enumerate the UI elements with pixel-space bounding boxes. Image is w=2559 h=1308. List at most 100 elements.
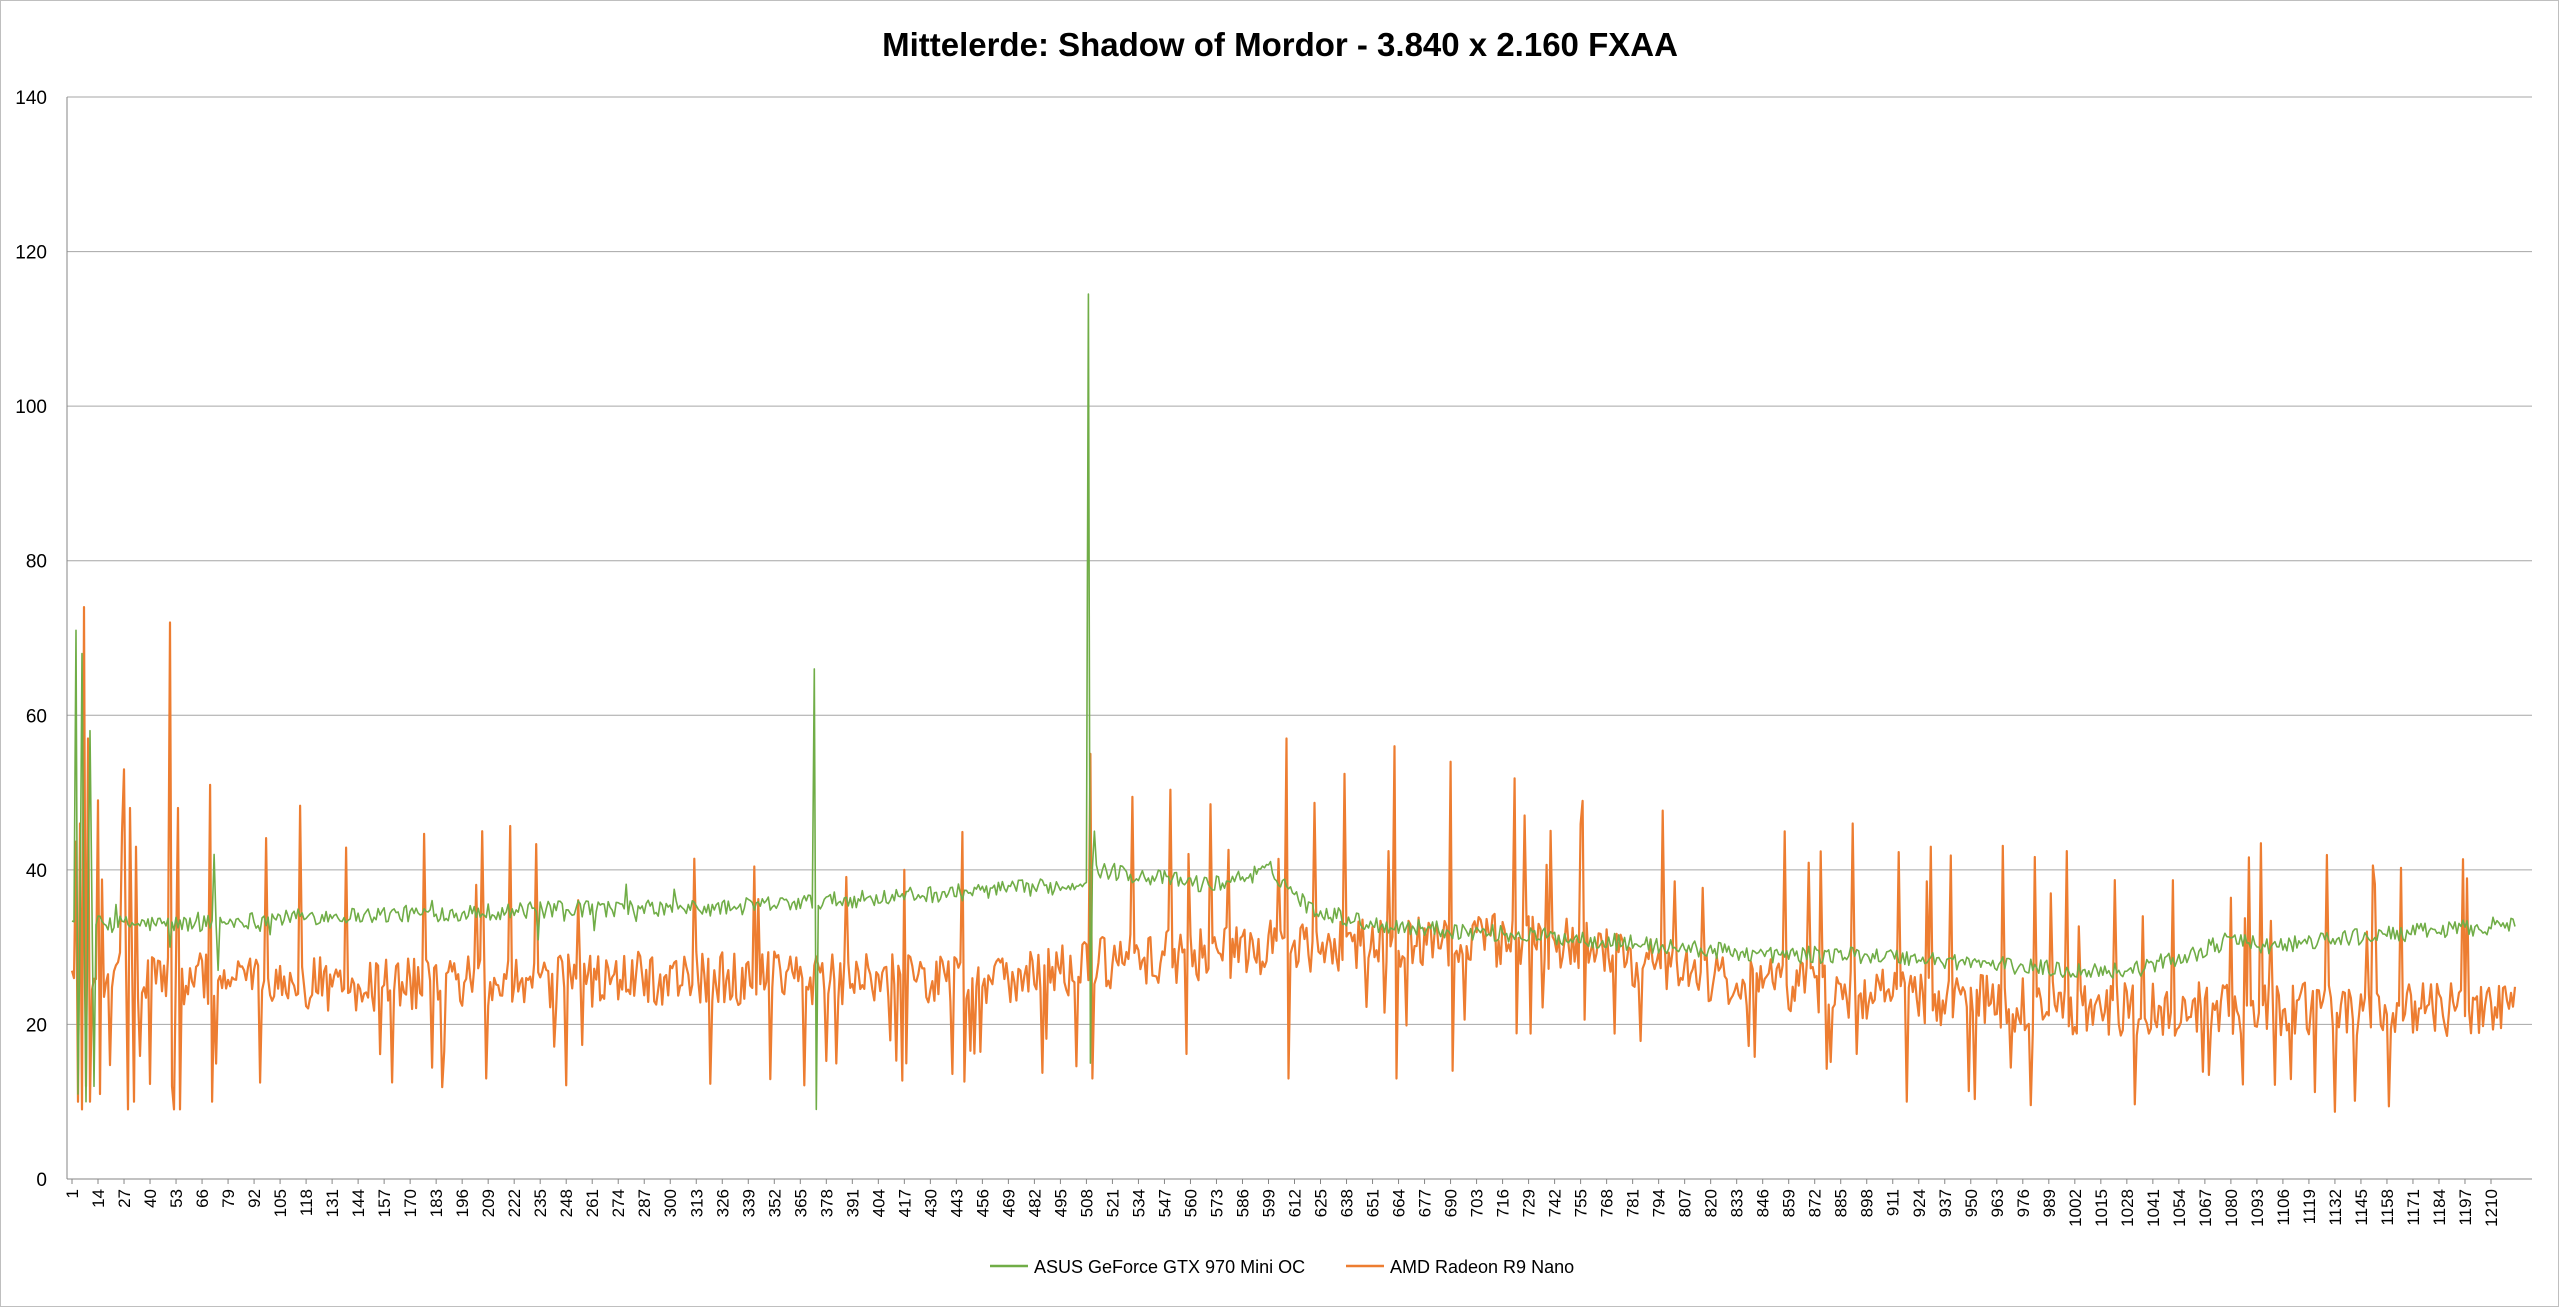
x-tick-label: 456 — [973, 1189, 992, 1217]
x-tick-label: 365 — [791, 1189, 810, 1217]
x-tick-label: 859 — [1780, 1189, 1799, 1217]
x-tick-label: 209 — [479, 1189, 498, 1217]
x-tick-label: 131 — [323, 1189, 342, 1217]
x-tick-label: 352 — [765, 1189, 784, 1217]
x-tick-label: 950 — [1962, 1189, 1981, 1217]
y-tick-label: 100 — [15, 397, 47, 418]
x-tick-label: 1158 — [2378, 1189, 2397, 1226]
y-tick-label: 120 — [15, 243, 47, 264]
x-tick-label: 339 — [739, 1189, 758, 1217]
x-tick-label: 963 — [1988, 1189, 2007, 1217]
x-tick-label: 27 — [115, 1189, 134, 1208]
x-tick-label: 1067 — [2196, 1189, 2215, 1227]
x-tick-label: 1028 — [2118, 1189, 2137, 1227]
x-tick-label: 976 — [2014, 1189, 2033, 1217]
x-tick-label: 742 — [1546, 1189, 1565, 1217]
x-tick-label: 40 — [141, 1189, 160, 1208]
x-tick-label: 92 — [245, 1189, 264, 1208]
x-tick-label: 638 — [1338, 1189, 1357, 1217]
x-tick-label: 144 — [349, 1189, 368, 1217]
x-tick-label: 924 — [1910, 1189, 1929, 1217]
x-tick-label: 417 — [895, 1189, 914, 1217]
y-tick-label: 80 — [26, 552, 47, 573]
x-tick-label: 911 — [1884, 1189, 1903, 1216]
x-tick-label: 196 — [453, 1189, 472, 1217]
x-tick-label: 170 — [401, 1189, 420, 1217]
x-tick-label: 1106 — [2274, 1189, 2293, 1226]
x-tick-label: 1002 — [2066, 1189, 2085, 1227]
gridlines — [67, 96, 2532, 1025]
x-tick-label: 898 — [1858, 1189, 1877, 1217]
x-tick-label: 313 — [687, 1189, 706, 1217]
x-tick-label: 378 — [817, 1189, 836, 1217]
x-tick-label: 326 — [713, 1189, 732, 1217]
x-tick-label: 53 — [167, 1189, 186, 1208]
x-tick-label: 547 — [1155, 1189, 1174, 1217]
x-tick-label: 677 — [1416, 1189, 1435, 1217]
x-tick-label: 157 — [375, 1189, 394, 1217]
x-tick-label: 66 — [193, 1189, 212, 1208]
x-tick-label: 1041 — [2144, 1189, 2163, 1227]
series-line-gtx-970 — [71, 293, 2516, 1111]
x-tick-label: 118 — [297, 1189, 316, 1216]
x-tick-label: 781 — [1624, 1189, 1643, 1217]
x-tick-label: 1210 — [2482, 1189, 2501, 1227]
x-tick-label: 508 — [1077, 1189, 1096, 1217]
x-tick-label: 287 — [635, 1189, 654, 1217]
x-tick-label: 1 — [63, 1189, 82, 1198]
x-tick-label: 183 — [427, 1189, 446, 1217]
x-tick-label: 521 — [1103, 1189, 1122, 1217]
x-tick-label: 885 — [1832, 1189, 1851, 1217]
x-tick-label: 14 — [89, 1189, 108, 1208]
x-tick-label: 768 — [1598, 1189, 1617, 1217]
y-tick-label: 40 — [26, 861, 47, 882]
y-tick-label: 20 — [26, 1015, 47, 1036]
legend-item-gtx-970: ASUS GeForce GTX 970 Mini OC — [1034, 1257, 1305, 1277]
x-tick-label: 404 — [869, 1189, 888, 1217]
x-tick-label: 1119 — [2300, 1189, 2319, 1224]
x-tick-label: 599 — [1259, 1189, 1278, 1217]
x-tick-label: 105 — [271, 1189, 290, 1217]
x-axis: 1 14 27 40 53 66 79 92 105 118 131 144 157 170 183 196 2… — [63, 1178, 2532, 1227]
x-tick-label: 703 — [1468, 1189, 1487, 1217]
x-tick-label: 1184 — [2430, 1189, 2449, 1226]
x-tick-label: 794 — [1650, 1189, 1669, 1217]
x-tick-label: 586 — [1233, 1189, 1252, 1217]
x-tick-label: 716 — [1494, 1189, 1513, 1217]
x-tick-label: 222 — [505, 1189, 524, 1217]
x-tick-label: 1132 — [2326, 1189, 2345, 1226]
chart-title: Mittelerde: Shadow of Mordor - 3.840 x 2… — [882, 26, 1678, 63]
x-tick-label: 1054 — [2170, 1189, 2189, 1227]
x-tick-label: 1093 — [2248, 1189, 2267, 1227]
x-tick-label: 391 — [843, 1189, 862, 1217]
x-tick-label: 1171 — [2404, 1189, 2423, 1226]
x-tick-label: 833 — [1728, 1189, 1747, 1217]
x-tick-label: 820 — [1702, 1189, 1721, 1217]
x-tick-label: 1197 — [2456, 1189, 2475, 1226]
x-tick-label: 625 — [1312, 1189, 1331, 1217]
legend: ASUS GeForce GTX 970 Mini OC AMD Radeon R… — [990, 1257, 1574, 1277]
y-axis: 0 20 40 60 80 100 120 140 — [15, 88, 68, 1191]
x-tick-label: 248 — [557, 1189, 576, 1217]
x-tick-label: 651 — [1364, 1189, 1383, 1217]
x-tick-label: 573 — [1207, 1189, 1226, 1217]
x-tick-label: 690 — [1442, 1189, 1461, 1217]
x-tick-label: 807 — [1676, 1189, 1695, 1217]
x-tick-label: 872 — [1806, 1189, 1825, 1217]
x-tick-label: 79 — [219, 1189, 238, 1208]
x-tick-label: 664 — [1390, 1189, 1409, 1217]
x-tick-label: 300 — [661, 1189, 680, 1217]
x-tick-label: 846 — [1754, 1189, 1773, 1217]
y-tick-label: 0 — [36, 1170, 47, 1191]
x-tick-label: 274 — [609, 1189, 628, 1217]
x-tick-label: 534 — [1129, 1189, 1148, 1217]
x-tick-label: 1015 — [2092, 1189, 2111, 1227]
x-tick-label: 989 — [2040, 1189, 2059, 1217]
x-tick-label: 612 — [1286, 1189, 1305, 1217]
x-tick-label: 729 — [1520, 1189, 1539, 1217]
x-tick-label: 469 — [999, 1189, 1018, 1217]
x-tick-label: 430 — [921, 1189, 940, 1217]
x-tick-label: 1080 — [2222, 1189, 2241, 1227]
